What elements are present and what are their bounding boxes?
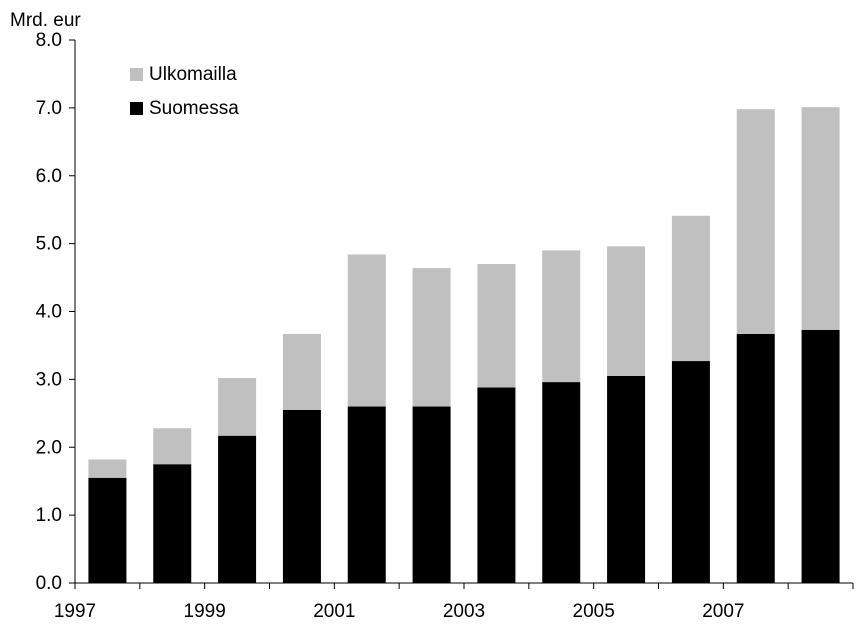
x-tick-label: 2007 <box>702 601 744 622</box>
legend-label-ulkomailla: Ulkomailla <box>149 64 237 85</box>
legend-label-suomessa: Suomessa <box>149 98 239 119</box>
x-tick-label: 2001 <box>313 601 355 622</box>
bar-suomessa-2003 <box>477 387 516 583</box>
x-tick-label: 2003 <box>443 601 485 622</box>
y-tick-label: 2.0 <box>36 437 62 458</box>
bar-ulkomailla-2003 <box>477 263 516 388</box>
y-tick-label: 6.0 <box>36 166 62 187</box>
y-tick-label: 1.0 <box>36 505 62 526</box>
bar-ulkomailla-2004 <box>542 250 581 383</box>
legend: Ulkomailla Suomessa <box>130 64 239 119</box>
bar-ulkomailla-2005 <box>607 246 646 376</box>
bar-suomessa-2004 <box>542 382 581 583</box>
x-tick-label: 2005 <box>573 601 615 622</box>
bar-ulkomailla-1999 <box>218 378 257 436</box>
y-axis-ticks: 0.0 1.0 2.0 3.0 4.0 5.0 6.0 7.0 8.0 <box>36 30 75 594</box>
bar-suomessa-2006 <box>671 361 710 583</box>
y-tick-label: 4.0 <box>36 302 62 323</box>
bar-suomessa-1999 <box>218 435 257 583</box>
bar-suomessa-2002 <box>412 406 451 583</box>
bar-ulkomailla-1997 <box>88 459 127 478</box>
y-tick-label: 5.0 <box>36 234 62 255</box>
bar-ulkomailla-2007 <box>736 109 775 334</box>
bar-ulkomailla-1998 <box>153 428 192 465</box>
x-tick-label: 1997 <box>54 601 96 622</box>
bar-ulkomailla-2000 <box>282 333 321 410</box>
bar-suomessa-2005 <box>607 375 646 583</box>
legend-swatch-ulkomailla <box>130 68 143 81</box>
bar-ulkomailla-2006 <box>671 215 710 362</box>
axes <box>74 40 853 584</box>
bar-ulkomailla-2002 <box>412 268 451 407</box>
bar-ulkomailla-2001 <box>347 254 386 407</box>
y-tick-label: 0.0 <box>36 573 62 594</box>
bar-suomessa-2001 <box>347 406 386 583</box>
bars <box>88 107 840 583</box>
bar-suomessa-1997 <box>88 477 127 583</box>
x-tick-label: 1999 <box>184 601 226 622</box>
x-axis-ticks: 1997 1999 2001 2003 2005 2007 <box>54 583 854 622</box>
bar-suomessa-1998 <box>153 464 192 583</box>
y-tick-label: 3.0 <box>36 369 62 390</box>
y-axis-label: Mrd. eur <box>10 10 81 31</box>
y-tick-label: 7.0 <box>36 98 62 119</box>
bar-suomessa-2000 <box>282 409 321 583</box>
y-tick-label: 8.0 <box>36 30 62 51</box>
bar-suomessa-2007 <box>736 333 775 583</box>
bar-suomessa-2008 <box>801 329 840 583</box>
legend-swatch-suomessa <box>130 102 143 115</box>
bar-ulkomailla-2008 <box>801 107 840 330</box>
